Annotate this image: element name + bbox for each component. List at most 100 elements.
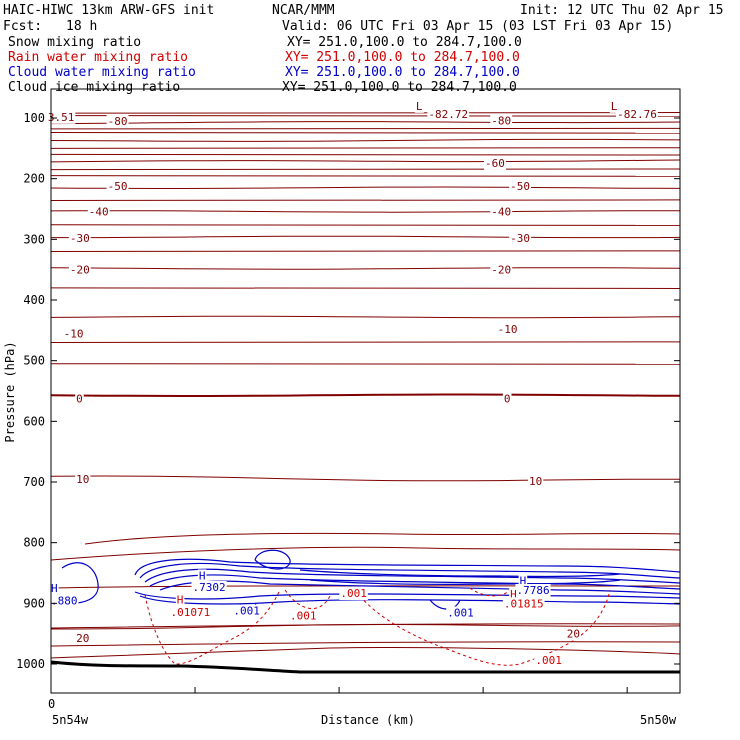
- contour-label-temp: -82.72: [428, 108, 468, 121]
- y-tick-label-700: 700: [23, 475, 45, 489]
- cloud-water-contour-10: [61, 562, 99, 604]
- isotherm-lower-1: [50, 546, 681, 561]
- isotherm--10: [50, 315, 681, 319]
- isotherm-minor-13: [50, 363, 681, 365]
- contour-label-temp: -40: [89, 205, 109, 218]
- y-tick-label-300: 300: [23, 232, 45, 246]
- isotherm-minor-12: [50, 341, 681, 343]
- label-knockout: [496, 323, 519, 337]
- rain-water-contour-0: [144, 589, 281, 665]
- cloud-water-contour-1: [139, 562, 681, 579]
- contour-label-temp: 20: [567, 628, 580, 641]
- forecast-hour: 18 h: [66, 19, 98, 34]
- contour-label-cloud: .7302: [193, 581, 226, 594]
- contour-label-cloud: .001: [233, 605, 260, 618]
- contour-label-temp: -10: [498, 323, 518, 336]
- cloud-water-contour-4: [159, 580, 681, 595]
- isotherm--60: [50, 159, 681, 163]
- label-knockout: [534, 653, 563, 667]
- isotherm--20: [50, 267, 681, 270]
- contour-label-rain: .01071: [171, 606, 211, 619]
- contour-label-temp: -80: [108, 115, 128, 128]
- contour-label-temp: -50: [108, 180, 128, 193]
- field-xy-snow: XY= 251.0,100.0 to 284.7,100.0: [287, 35, 522, 50]
- rain-water-contour-1: [359, 589, 611, 666]
- terrain-layer: [50, 660, 680, 674]
- cloud-water-contour-0: [134, 558, 681, 576]
- contour-label-cloud: H: [520, 574, 527, 587]
- contour-label-rain: .001: [340, 587, 367, 600]
- isotherm-layer: [50, 112, 681, 659]
- isotherm--30: [51, 235, 681, 239]
- label-knockout: [169, 605, 212, 619]
- label-knockout: [75, 472, 91, 486]
- isotherm-lower-4: [50, 641, 681, 647]
- label-knockout: [50, 582, 59, 596]
- model-title: HAIC-HIWC 13km ARW-GFS init: [3, 3, 215, 18]
- label-knockout: [490, 205, 513, 219]
- label-knockout: [339, 587, 368, 601]
- label-knockout: [197, 569, 207, 583]
- label-knockout: [616, 107, 658, 121]
- contour-label-cloud: .001: [447, 606, 474, 619]
- contour-label-cloud: H: [199, 569, 206, 582]
- x-axis-right-label: 5n50w: [640, 713, 677, 727]
- label-knockout: [518, 574, 528, 588]
- label-knockout: [46, 110, 76, 124]
- isotherm-lower-3: [50, 623, 681, 629]
- label-knockout: [565, 627, 582, 641]
- contour-label-temp: 0: [76, 392, 83, 405]
- contour-label-temp: -30: [510, 232, 530, 245]
- label-knockout: [609, 99, 619, 113]
- field-name-cloud-ice: Cloud ice mixing ratio: [8, 80, 181, 95]
- label-knockout: [427, 107, 470, 121]
- contour-label-temp: L: [416, 100, 423, 113]
- isotherm-minor-8: [50, 199, 681, 202]
- contour-label-layer: -82.72 -82.76L L3.51 -80 -80-60-50 -50-40 -40-…: [46, 99, 658, 667]
- isotherm-minor-10: [50, 250, 681, 252]
- plot-frame: [50, 88, 681, 694]
- label-knockout: [484, 156, 506, 170]
- valid-time: Valid: 06 UTC Fri 03 Apr 15 (03 LST Fri …: [282, 19, 674, 34]
- y-axis-title: Pressure (hPa): [3, 341, 17, 442]
- label-knockout: [68, 263, 91, 277]
- label-knockout: [106, 115, 129, 129]
- y-tick-label-400: 400: [23, 293, 45, 307]
- field-xy-rain: XY= 251.0,100.0 to 284.7,100.0: [285, 50, 520, 65]
- contour-label-temp: -60: [485, 157, 505, 170]
- isotherm-lower-0: [84, 532, 681, 545]
- contour-label-cloud: .7786: [516, 584, 549, 597]
- contour-label-temp: -80: [491, 114, 511, 127]
- contour-label-temp: -10: [64, 327, 84, 340]
- label-knockout: [106, 179, 129, 193]
- isotherm-minor-3: [50, 132, 681, 134]
- x-axis-left-label: 5n54w: [52, 713, 89, 727]
- label-knockout: [509, 588, 518, 602]
- contour-label-temp: -82.76: [617, 108, 657, 121]
- contour-label-temp: 20: [76, 632, 89, 645]
- contour-label-rain: .01815: [504, 597, 544, 610]
- label-knockout: [515, 583, 551, 597]
- field-xy-cloud-water: XY= 251.0,100.0 to 284.7,100.0: [285, 65, 520, 80]
- field-name-cloud-water: Cloud water mixing ratio: [8, 65, 196, 80]
- contour-label-rain: H: [510, 588, 517, 601]
- isotherm-minor-4: [50, 147, 681, 149]
- isotherm--70: [50, 138, 681, 142]
- isotherm-lower-5: [50, 646, 681, 659]
- contour-label-temp: -30: [70, 232, 90, 245]
- label-knockout: [528, 474, 544, 488]
- field-xy-cloud-ice: XY= 251.0,100.0 to 284.7,100.0: [282, 80, 517, 95]
- label-knockout: [87, 205, 110, 219]
- y-tick-label-600: 600: [23, 414, 45, 428]
- y-tick-label-100: 100: [23, 111, 45, 125]
- center-title: NCAR/MMM: [272, 3, 335, 18]
- isotherm-minor-0: [50, 112, 681, 114]
- rain-water-layer: [144, 587, 611, 666]
- label-knockout: [68, 232, 91, 246]
- label-knockout: [289, 609, 318, 623]
- label-knockout: [509, 232, 532, 246]
- contour-label-temp: 3.51: [48, 111, 74, 124]
- y-tick-label-1000: 1000: [16, 657, 45, 671]
